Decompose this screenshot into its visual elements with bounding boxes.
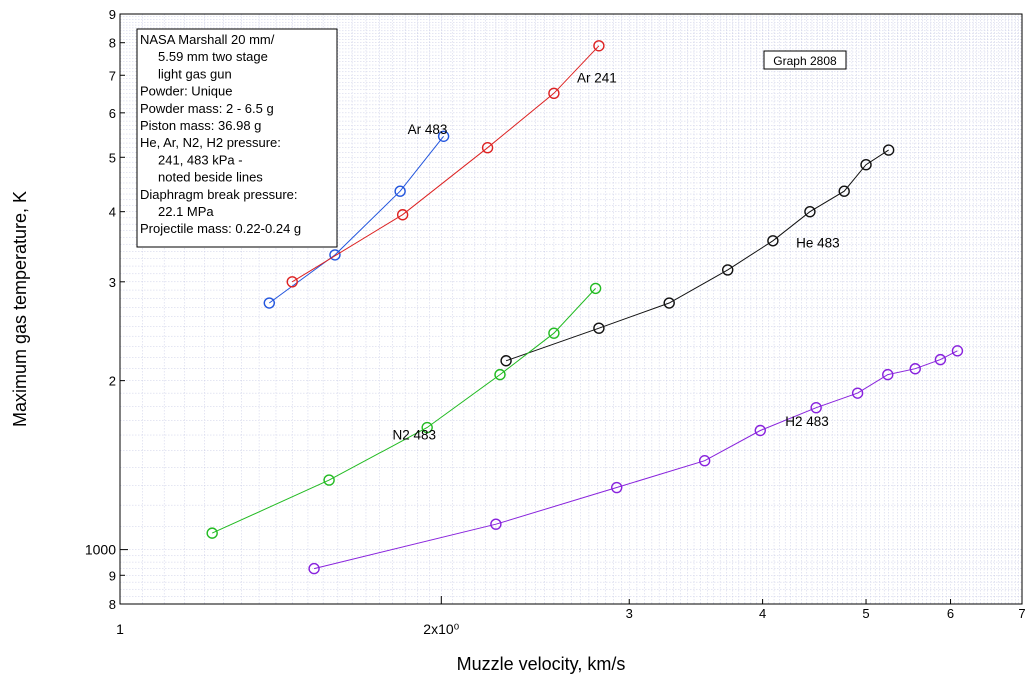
data-point [329,249,341,261]
x-tick-label: 2x10⁰ [423,621,459,637]
y-tick-label: 8 [109,597,116,612]
x-axis-title: Muzzle velocity, km/s [457,654,626,674]
data-point [490,518,502,530]
series-label: Ar 241 [577,70,617,85]
series-line [505,149,889,362]
data-point [838,185,850,197]
data-point [767,235,779,247]
y-tick-label: 5 [109,150,116,165]
data-point [722,264,734,276]
data-point [548,327,560,339]
x-tick-label: 7 [1018,606,1025,621]
x-tick-label: 6 [947,606,954,621]
data-point [882,368,894,381]
series-line [291,45,600,283]
x-tick-label: 5 [862,606,869,621]
series-line [269,135,444,304]
data-point [500,355,512,367]
data-point [909,363,921,375]
data-point [851,387,864,399]
data-point [494,368,506,381]
data-point [593,40,605,52]
x-tick-label: 1 [116,621,124,637]
info-line: Projectile mass: 0.22-0.24 g [140,221,301,236]
data-point [951,345,964,357]
y-tick-label: 2 [109,374,116,389]
data-point [263,297,275,309]
series-line [211,288,596,534]
y-tick-label: 3 [109,275,116,290]
data-point [698,455,711,467]
data-point [396,209,409,221]
y-axis-title: Maximum gas temperature, K [10,191,30,427]
data-point [882,144,895,156]
graph-label-badge: Graph 2808 [763,50,847,70]
y-tick-label: 6 [109,106,116,121]
x-tick-label: 3 [626,606,633,621]
data-point [754,424,766,437]
series-h2-483: H2 483 [308,345,964,575]
info-line: Powder: Unique [140,84,233,99]
data-point [663,297,675,309]
info-line: 5.59 mm two stage [158,49,268,64]
data-point [934,353,947,366]
x-tick-label: 4 [759,606,766,621]
series-label: Ar 483 [408,122,448,137]
data-point [481,142,494,154]
plot-frame [119,13,1023,605]
data-point [589,282,602,295]
tick-labels: 1 2x10⁰ 3 4 5 6 7 8 9 1000 2 3 4 5 6 7 8 9 [85,7,1025,637]
series-line [313,350,958,570]
data-point [286,276,298,288]
series-he-483: He 483 [500,144,895,367]
tick-marks [119,13,1023,605]
data-point [206,527,218,539]
series-layer: Ar 483 Ar 241 He 483 N2 483 H2 483 [206,40,964,575]
info-box-frame [136,28,338,248]
data-point [593,322,605,334]
info-line: Diaphragm break pressure: [140,187,298,202]
series-ar-483: Ar 483 [263,122,450,309]
info-line: Piston mass: 36.98 g [140,118,261,133]
info-box: NASA Marshall 20 mm/5.59 mm two stage lig… [136,28,338,248]
data-point [308,562,320,575]
y-tick-label: 1000 [85,542,116,558]
series-n2-483: N2 483 [206,282,602,539]
data-point [437,130,450,142]
info-line: 241, 483 kPa - [158,152,243,167]
series-label: H2 483 [785,414,829,429]
y-tick-label: 7 [109,68,116,83]
info-line: NASA Marshall 20 mm/ [140,32,275,47]
y-tick-label: 9 [109,568,116,583]
data-point [421,421,433,434]
data-point [323,474,335,486]
info-line: light gas gun [158,66,232,81]
info-line: 22.1 MPa [158,204,214,219]
data-point [548,87,560,100]
series-label: N2 483 [392,428,436,443]
data-point [394,185,406,197]
info-line: Powder mass: 2 - 6.5 g [140,101,274,116]
graph-label-text: Graph 2808 [773,54,837,68]
data-point [804,205,816,218]
y-tick-label: 8 [109,36,116,51]
data-point [611,481,623,494]
y-tick-label: 9 [109,7,116,22]
y-tick-label: 4 [109,205,116,220]
data-point [810,401,822,414]
data-point [860,159,872,171]
series-ar-241: Ar 241 [286,40,617,288]
series-label: He 483 [796,236,840,251]
info-line: He, Ar, N2, H2 pressure: [140,135,281,150]
graph-label-frame [763,50,847,70]
info-line: noted beside lines [158,170,263,185]
